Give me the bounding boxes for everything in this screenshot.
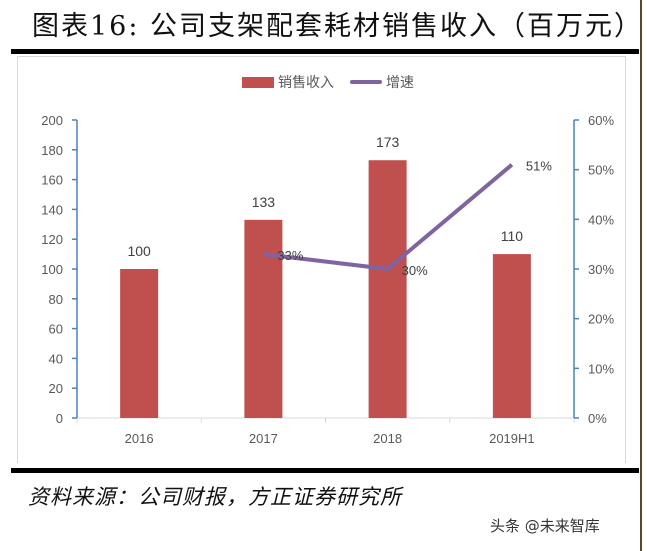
bar-value-label: 100: [127, 243, 151, 259]
y-tick-label: 80: [49, 292, 63, 307]
bar: [120, 269, 159, 418]
x-tick-label: 2019H1: [489, 431, 535, 446]
bar-value-label: 110: [501, 228, 524, 244]
legend-line-label: 增速: [386, 75, 414, 91]
page-edge: [640, 0, 642, 551]
y-tick-label: 40: [49, 351, 63, 366]
x-tick-label: 2017: [249, 431, 278, 446]
line-value-label: 33%: [277, 248, 303, 263]
bar: [244, 219, 283, 418]
y-tick-label: 60: [49, 322, 63, 337]
y-tick-label: 100: [41, 262, 63, 277]
y-tick-label: 20: [49, 381, 63, 396]
bar-value-label: 133: [252, 194, 276, 210]
figure-title: 图表16: 公司支架配套耗材销售收入（百万元）: [32, 11, 644, 42]
y-tick-label: 180: [41, 143, 63, 158]
bottom-rule: [11, 468, 639, 473]
chart-legend: 销售收入 增速: [242, 72, 414, 92]
x-tick-label: 2016: [125, 431, 154, 446]
y-tick-label: 160: [41, 173, 63, 188]
y2-tick-label: 60%: [588, 113, 614, 128]
y2-tick-label: 30%: [588, 262, 614, 277]
x-tick-label: 2018: [373, 431, 402, 446]
y-tick-label: 140: [41, 202, 63, 217]
data-labels: 100 133 173 110 33% 30% 51%: [127, 134, 552, 278]
chart-axes: 0 20 40 60 80 100 120 140 160 180 200 0% 10% 20% 30% 40…: [41, 113, 614, 446]
y-tick-label: 120: [41, 232, 63, 247]
bar: [368, 160, 407, 419]
bar-value-label: 173: [376, 134, 400, 150]
bar-series: [120, 160, 531, 419]
legend-line-swatch-icon: [350, 80, 382, 84]
top-rule: [11, 49, 639, 54]
line-value-label: 51%: [526, 159, 552, 174]
y-tick-label: 200: [41, 113, 63, 128]
watermark: 头条 @未来智库: [490, 517, 600, 535]
y2-tick-label: 40%: [588, 212, 614, 227]
line-series: [263, 163, 514, 271]
y2-tick-label: 50%: [588, 163, 614, 178]
growth-line: [263, 163, 514, 271]
line-value-label: 30%: [402, 263, 428, 278]
y2-tick-label: 0%: [588, 411, 607, 426]
legend-bar-swatch-icon: [242, 76, 274, 88]
source-note: 资料来源：公司财报，方正证券研究所: [28, 485, 402, 509]
y2-tick-label: 10%: [588, 361, 614, 376]
bar: [492, 254, 531, 418]
y-tick-label: 0: [56, 411, 63, 426]
y2-tick-label: 20%: [588, 312, 614, 327]
legend-bar-label: 销售收入: [278, 75, 334, 91]
